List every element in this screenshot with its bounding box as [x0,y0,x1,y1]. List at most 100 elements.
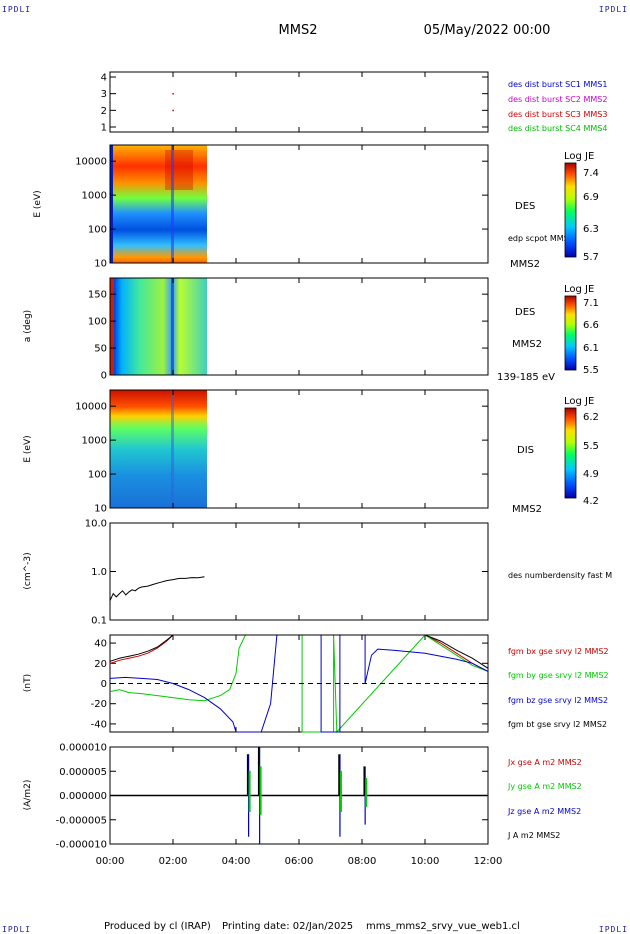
panel1-y-tick-label-1: 2 [101,106,107,117]
panel-des-pitch-angle: 0 50 100 150 a (deg) DES MMS2 139-185 eV Lo… [23,277,599,383]
panel2-y-tick-label-1: 100 [88,225,107,236]
panel1-point-0 [172,93,174,95]
panel2-heatmap-core [165,150,193,190]
panel4-y-tick-label-0: 10 [94,504,107,515]
panel6-y-tick-label-2: 0 [101,679,107,690]
panel2-heatmap-edge [110,145,113,263]
panel3-heatmap [110,278,207,375]
panel6-y-tick-label-4: 40 [94,639,107,650]
panel4-ylabel: E (eV) [23,435,33,462]
panel4-instrument: DIS [517,445,534,456]
panel7-y-axis: -0.000010 -0.000005 0.000000 0.000005 0.0000… [56,743,489,851]
panel2-spacecraft: MMS2 [510,259,540,270]
panel5-y-tick-label-0: 0.1 [91,616,107,627]
panel2-colorbar-tick-2: 6.3 [583,224,599,235]
legend-bz: fgm bz gse srvy l2 MMS2 [508,696,608,705]
x-tick-label-6: 12:00 [474,856,503,867]
panel2-heatmap-stripe [171,145,174,263]
panel3-y-tick-label-1: 50 [94,344,107,355]
footer-file: mms_mms2_srvy_vue_web1.cl [366,921,520,932]
panel3-instrument: DES [515,307,535,318]
panel3-colorbar-tick-1: 6.6 [583,320,599,331]
panel1-y-tick-label-2: 3 [101,89,107,100]
panel2-colorbar-tick-0: 7.4 [583,168,599,179]
panel2-y-tick-label-2: 1000 [82,191,107,202]
panel4-y-tick-label-1: 100 [88,470,107,481]
panel4-colorbar: Log JE 6.2 5.5 4.9 4.2 [564,396,599,507]
panel2-overlay-label: edp scpot MMS2 [508,234,574,243]
panel4-colorbar-tick-3: 4.2 [583,496,599,507]
panel2-ylabel: E (eV) [33,190,43,217]
panel5-y-tick-label-1: 1.0 [91,567,107,578]
panel-magnetic-field: -40 -20 0 20 40 (nT) fgm bx gse srvy l2 MMS2… [23,634,609,734]
legend-by: fgm by gse srvy l2 MMS2 [508,671,609,680]
panel6-y-tick-label-3: 20 [94,659,107,670]
panel3-y-tick-label-2: 100 [88,317,107,328]
panel3-colorbar-tick-2: 6.1 [583,343,599,354]
panel2-heatmap [110,145,207,263]
panel4-colorbar-tick-0: 6.2 [583,412,599,423]
panel2-colorbar-ramp [564,162,577,258]
figure-title: MMS2 [279,23,318,38]
footer-printing-date: Printing date: 02/Jan/2025 [222,921,353,932]
panel6-lines [109,634,489,734]
panel4-colorbar-tick-2: 4.9 [583,469,599,480]
legend-mms2: des dist burst SC2 MMS2 [508,95,607,104]
panel4-heatmap-stripe [171,390,174,508]
panel2-colorbar: Log JE 7.4 6.9 6.3 5.7 [564,151,599,263]
panel2-colorbar-tick-3: 5.7 [583,252,599,263]
panel5-y-axis: 0.1 1.0 10.0 [85,519,489,627]
panel3-energy-range: 139-185 eV [497,372,555,383]
panel4-y-axis: 10 100 1000 10000 [75,390,489,515]
panel4-y-tick-label-2: 1000 [82,436,107,447]
panel3-y-tick-label-3: 150 [88,290,107,301]
panel2-y-axis: 10 100 1000 10000 [75,145,489,270]
panel7-lines [110,747,488,844]
legend-mms1: des dist burst SC1 MMS1 [508,80,607,89]
panel7-y-tick-label-4: 0.000010 [59,743,107,754]
panel2-y-tick-label-3: 10000 [75,157,107,168]
legend-bx: fgm bx gse srvy l2 MMS2 [508,647,609,656]
panel5-legend: des numberdensity fast M [508,571,612,580]
panel3-colorbar-label: Log JE [564,284,594,295]
panel6-ylabel: (nT) [23,674,33,692]
figure-date: 05/May/2022 00:00 [424,23,551,38]
x-tick-label-2: 04:00 [222,856,251,867]
panel6-series-3 [109,634,489,669]
panel5-y-tick-label-2: 10.0 [85,519,107,530]
legend-j: J A m2 MMS2 [507,831,560,840]
panel5-lines [109,576,205,601]
panel5-frame [109,522,489,621]
panel4-spacecraft: MMS2 [512,504,542,515]
panel-number-density: 0.1 1.0 10.0 (cm^-3) des numberdensity fas… [23,519,612,627]
x-tick-label-1: 02:00 [159,856,188,867]
panel5-series-0 [109,576,205,601]
panel2-y-tick-label-0: 10 [94,259,107,270]
x-tick-label-3: 06:00 [285,856,314,867]
panel3-ylabel: a (deg) [23,310,33,342]
legend-jz: Jz gse A m2 MMS2 [507,807,581,816]
panel3-colorbar-tick-3: 5.5 [583,365,599,376]
corner-label-top-left: IPDLI [2,5,31,14]
panel3-colorbar-ramp [564,295,577,371]
panel4-colorbar-tick-1: 5.5 [583,441,599,452]
panel3-heatmap-stripe [171,278,174,375]
panel3-y-axis: 0 50 100 150 [88,278,489,382]
panel6-y-tick-label-0: -40 [91,719,107,730]
corner-label-bottom-left: IPDLI [2,925,31,934]
x-tick-label-4: 08:00 [348,856,377,867]
panel2-instrument: DES [515,201,535,212]
legend-jy: Jy gse A m2 MMS2 [507,782,582,791]
x-tick-label-0: 00:00 [96,856,125,867]
corner-label-bottom-right: IPDLI [599,925,628,934]
panel6-y-axis: -40 -20 0 20 40 [91,635,489,732]
panel3-spacecraft: MMS2 [512,339,542,350]
panel5-ylabel: (cm^-3) [23,552,33,589]
panel3-y-tick-label-0: 0 [101,371,107,382]
panel2-colorbar-label: Log JE [564,151,594,162]
legend-jx: Jx gse A m2 MMS2 [507,758,582,767]
time-axis: 00:00 02:00 04:00 06:00 08:00 10:00 12:0… [96,856,503,867]
panel3-colorbar-tick-0: 7.1 [583,298,599,309]
panel-current-density: -0.000010 -0.000005 0.000000 0.000005 0.0000… [23,743,582,851]
